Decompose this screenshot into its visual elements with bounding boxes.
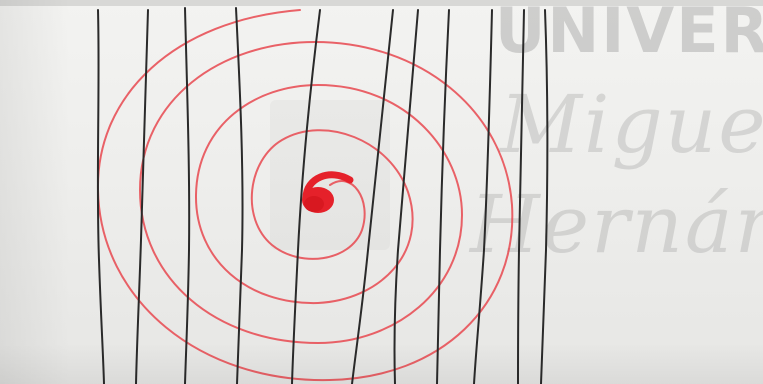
vertical-line-11 (540, 9, 549, 384)
bottom-shadow (0, 344, 763, 384)
vertical-line-6 (351, 9, 394, 384)
vertical-line-7 (393, 9, 419, 384)
vertical-lines (96, 7, 549, 384)
vertical-line-5 (291, 9, 321, 384)
left-shadow (0, 0, 70, 384)
red-center-blob (302, 171, 354, 213)
vertical-line-9 (473, 9, 493, 384)
red-spiral (96, 9, 514, 382)
vertical-line-8 (436, 9, 450, 384)
vertical-line-2 (135, 9, 149, 384)
vertical-line-10 (517, 9, 525, 384)
vertical-line-4 (235, 7, 244, 384)
vertical-line-3 (184, 7, 191, 384)
paper-top-edge (0, 0, 763, 6)
vertical-line-1 (96, 9, 105, 384)
